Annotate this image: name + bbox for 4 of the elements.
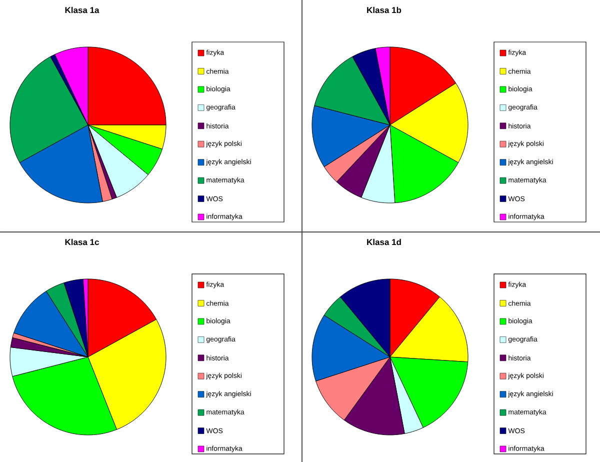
chart-title: Klasa 1c xyxy=(65,238,99,246)
chart-title: Klasa 1d xyxy=(367,238,401,246)
chart-title: Klasa 1b xyxy=(367,6,402,14)
chart-title: Klasa 1a xyxy=(65,6,100,14)
